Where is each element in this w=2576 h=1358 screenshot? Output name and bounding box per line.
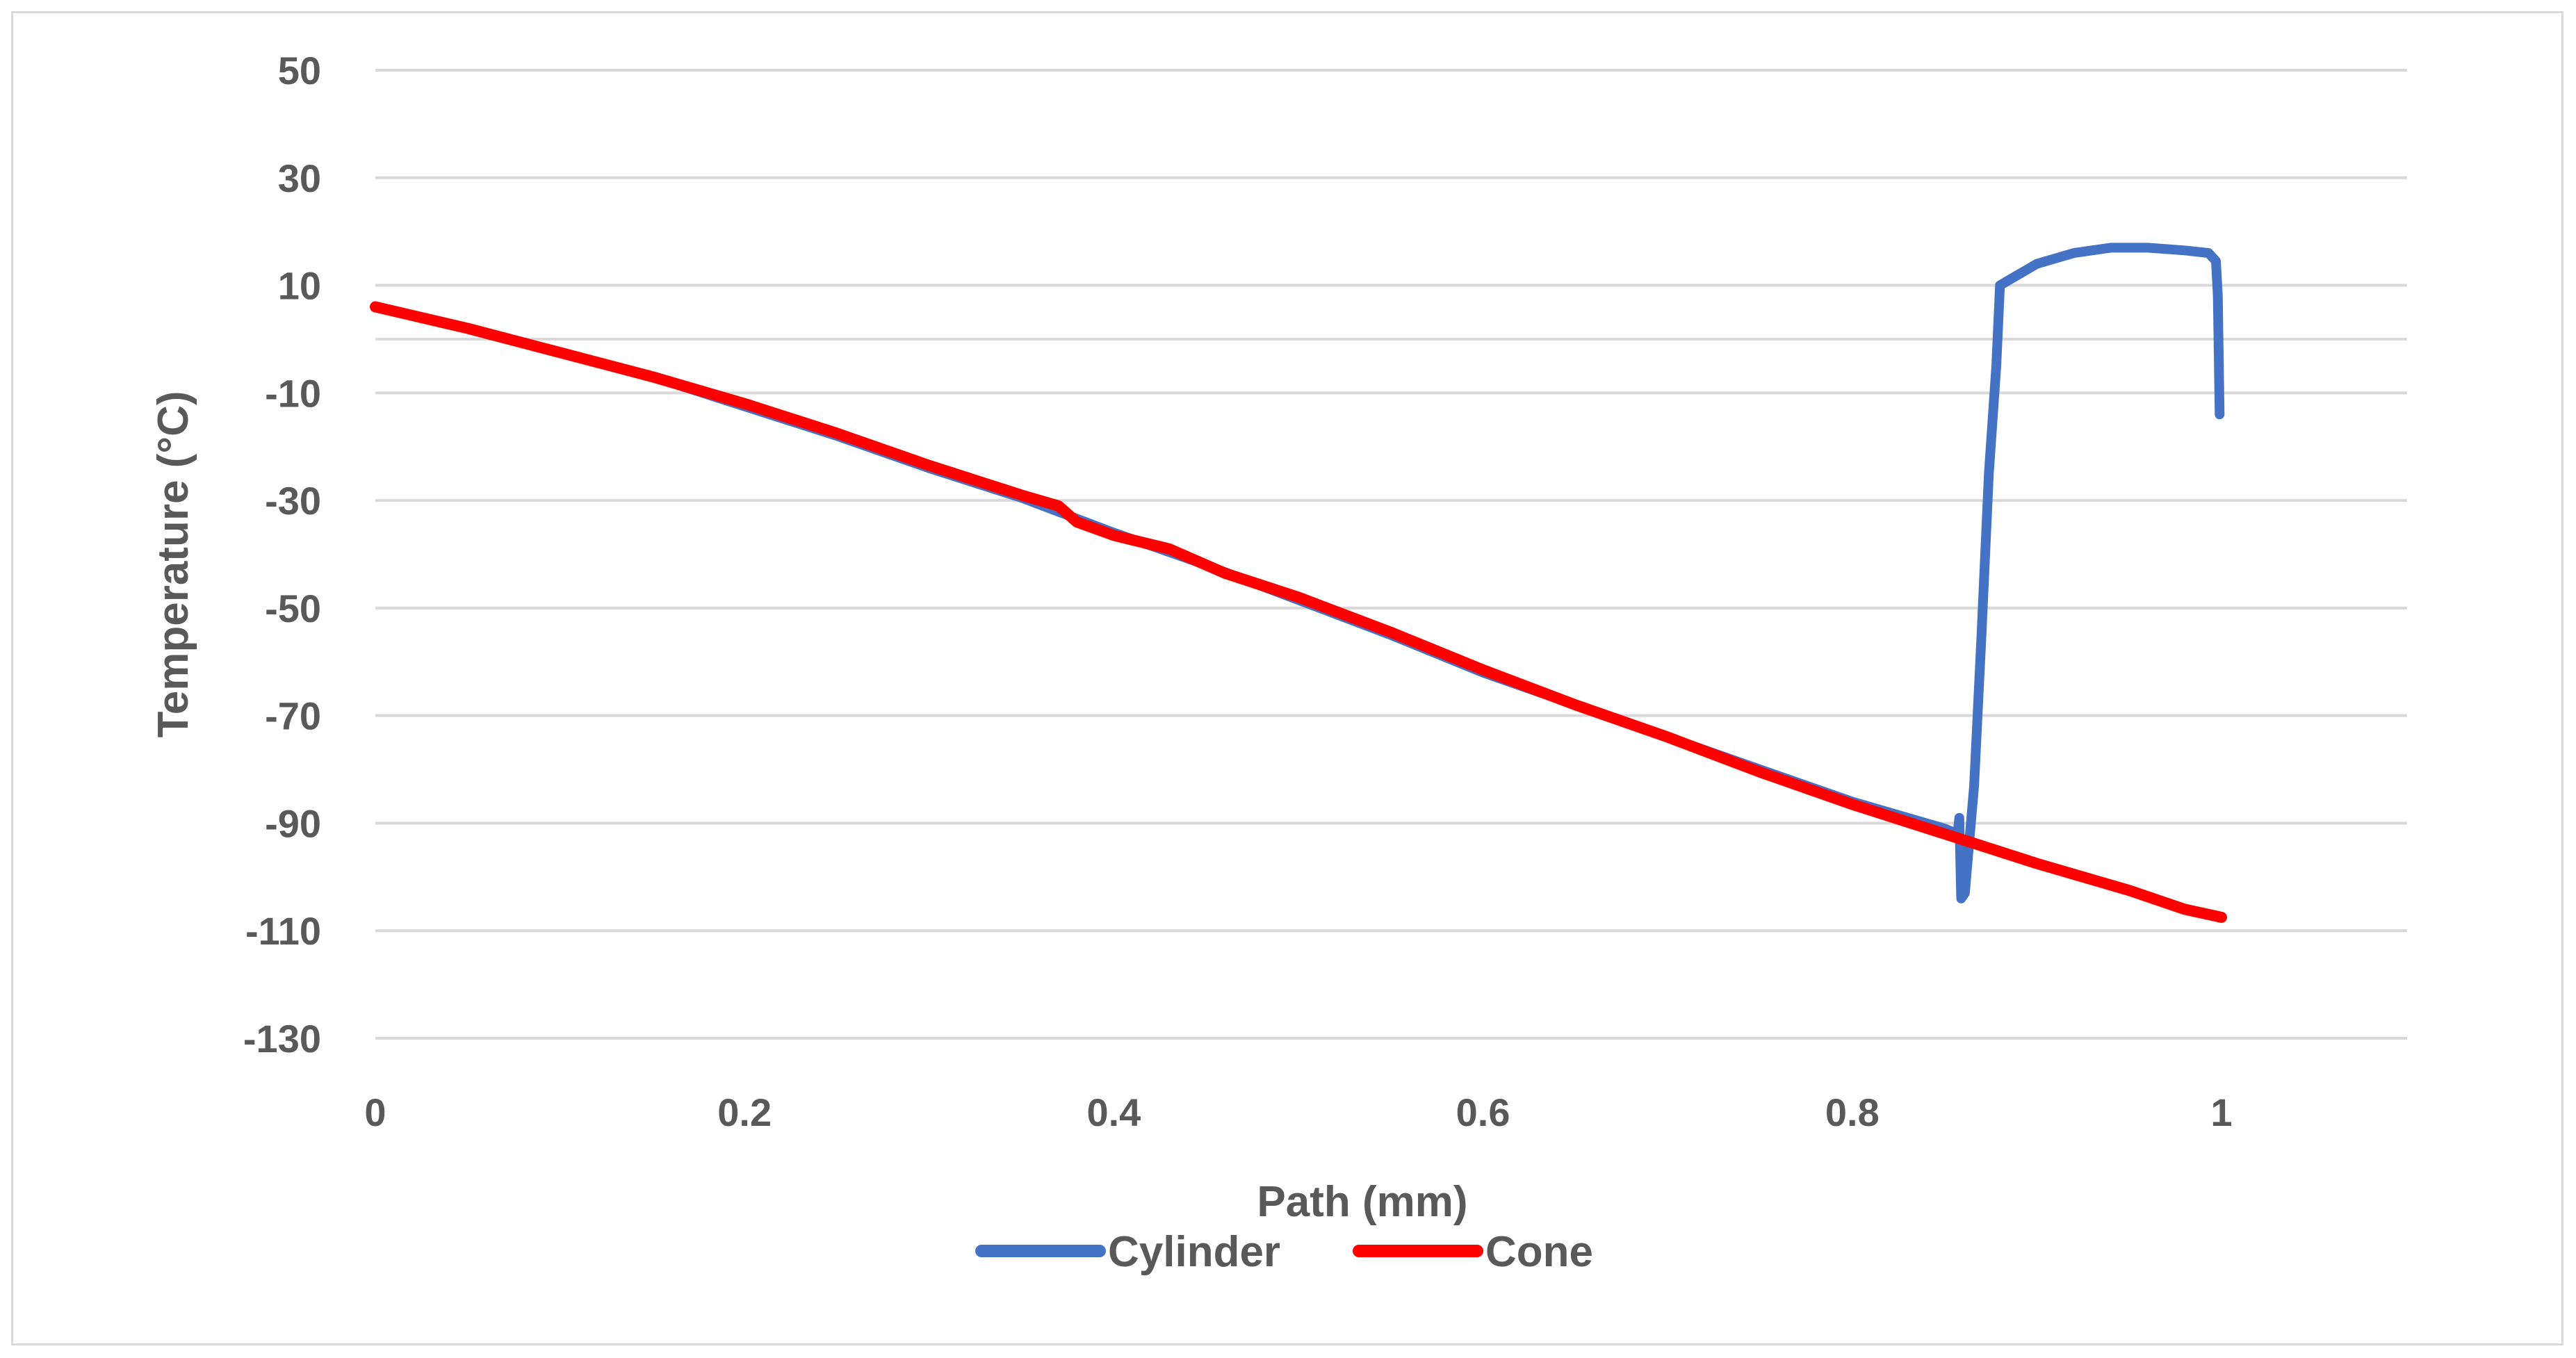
legend-label-cone: Cone xyxy=(1485,1228,1593,1276)
legend: Cylinder Cone xyxy=(975,1228,1593,1276)
x-axis-title: Path (mm) xyxy=(1257,1178,1467,1226)
series-line-cone xyxy=(370,301,2227,923)
x-tick-label: 0.2 xyxy=(717,1090,772,1134)
y-tick-label: 50 xyxy=(278,49,321,92)
x-tick-label: 0 xyxy=(364,1090,386,1134)
y-tick-label: -30 xyxy=(265,479,321,523)
legend-label-cylinder: Cylinder xyxy=(1108,1228,1280,1276)
y-tick-label: -70 xyxy=(265,694,321,738)
y-tick-label: 30 xyxy=(278,156,321,200)
x-tick-label: 0.6 xyxy=(1456,1090,1510,1134)
x-axis-tick-labels: 0 0.2 0.4 0.6 0.8 1 xyxy=(364,1090,2232,1134)
series-line-cylinder xyxy=(370,243,2225,903)
gridlines xyxy=(375,69,2407,1040)
y-axis-tick-labels: 50 30 10 -10 -30 -50 -70 -90 -110 -130 xyxy=(243,49,321,1061)
y-tick-label: -10 xyxy=(265,371,321,415)
y-tick-label: 10 xyxy=(278,264,321,308)
y-tick-label: -90 xyxy=(265,801,321,845)
y-tick-label: -130 xyxy=(243,1017,321,1061)
x-tick-label: 0.4 xyxy=(1086,1090,1141,1134)
y-tick-label: -110 xyxy=(245,909,321,953)
chart-frame xyxy=(11,11,2563,1345)
x-tick-label: 1 xyxy=(2210,1090,2232,1134)
y-tick-label: -50 xyxy=(265,587,321,630)
data-series xyxy=(370,243,2227,923)
x-tick-label: 0.8 xyxy=(1825,1090,1880,1134)
y-axis-title: Temperature (°C) xyxy=(149,391,197,737)
